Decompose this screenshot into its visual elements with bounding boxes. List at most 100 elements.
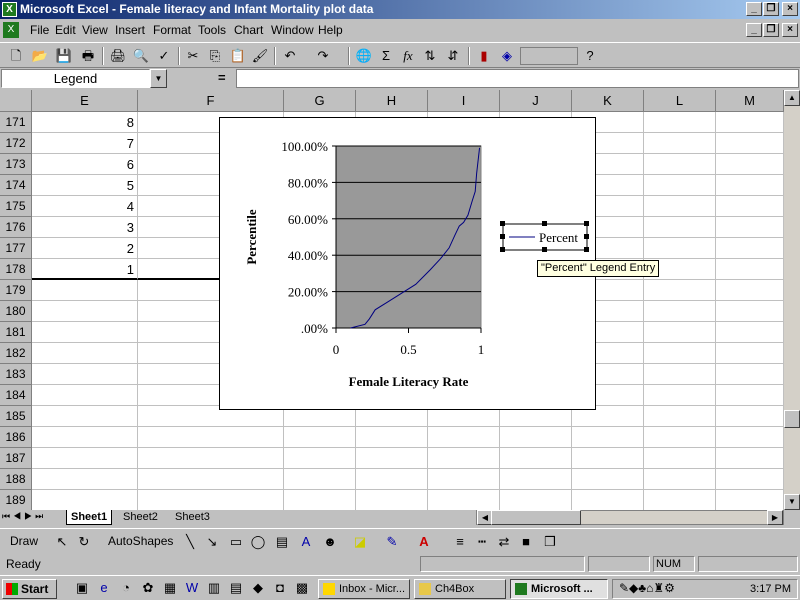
cell[interactable]: 3 [32, 217, 138, 238]
cell[interactable] [32, 343, 138, 364]
row-header[interactable]: 177 [0, 238, 32, 259]
row-header[interactable]: 178 [0, 259, 32, 280]
vertical-scrollbar[interactable]: ▲ ▼ [784, 90, 800, 510]
quicklaunch-app-icon[interactable]: ✿ [142, 580, 154, 595]
sort-descending-icon[interactable]: ⇵ [447, 48, 459, 63]
text-box-icon[interactable]: ▤ [275, 534, 289, 549]
cell[interactable] [500, 427, 572, 448]
cell[interactable] [138, 427, 284, 448]
menu-file[interactable]: File [30, 23, 50, 37]
cell[interactable] [572, 490, 644, 510]
close-button[interactable]: × [782, 2, 798, 16]
cell[interactable] [32, 448, 138, 469]
shadow-icon[interactable]: ■ [522, 534, 530, 549]
cell[interactable] [572, 406, 644, 427]
cell[interactable] [716, 385, 784, 406]
cell[interactable] [356, 406, 428, 427]
open-icon[interactable]: 📂 [31, 48, 49, 63]
tab-scroll-buttons[interactable]: ⏮◀▶⏭ [2, 511, 47, 521]
arrow-style-icon[interactable]: ⇄ [498, 534, 510, 549]
column-header-f[interactable]: F [138, 90, 284, 112]
column-header-g[interactable]: G [284, 90, 356, 112]
copy-icon[interactable]: ⎘ [209, 48, 221, 63]
name-box[interactable]: Legend [1, 69, 150, 88]
cell[interactable] [644, 448, 716, 469]
tab-sheet3[interactable]: Sheet3 [175, 511, 210, 523]
cell[interactable] [428, 469, 500, 490]
cell[interactable]: 6 [32, 154, 138, 175]
cell[interactable] [716, 301, 784, 322]
doc-close-button[interactable]: × [782, 23, 798, 37]
cell[interactable] [428, 448, 500, 469]
doc-minimize-button[interactable]: _ [746, 23, 762, 37]
minimize-button[interactable]: _ [746, 2, 762, 16]
paste-icon[interactable]: 📋 [229, 48, 247, 63]
formula-input[interactable] [236, 69, 799, 88]
3d-icon[interactable]: ❒ [544, 534, 556, 549]
row-header[interactable]: 174 [0, 175, 32, 196]
row-header[interactable]: 181 [0, 322, 32, 343]
hyperlink-icon[interactable]: 🌐 [355, 48, 373, 63]
quicklaunch-desktop-icon[interactable]: ▣ [75, 580, 89, 595]
scroll-up-button[interactable]: ▲ [784, 90, 800, 106]
row-header[interactable]: 176 [0, 217, 32, 238]
cell[interactable] [32, 364, 138, 385]
cell[interactable] [284, 406, 356, 427]
cell[interactable] [572, 469, 644, 490]
cell[interactable] [716, 490, 784, 510]
menu-help[interactable]: Help [318, 23, 343, 37]
row-header[interactable]: 182 [0, 343, 32, 364]
cell[interactable] [572, 133, 644, 154]
h-scroll-thumb[interactable] [491, 510, 581, 525]
column-header-i[interactable]: I [428, 90, 500, 112]
equals-sign[interactable]: = [218, 70, 226, 85]
scroll-right-button[interactable]: ▶ [767, 510, 783, 525]
function-icon[interactable]: fx [403, 48, 413, 63]
cell[interactable] [138, 469, 284, 490]
cell[interactable] [572, 301, 644, 322]
spelling-icon[interactable]: ✓ [158, 48, 170, 63]
autoshapes-menu[interactable]: AutoShapes [108, 534, 174, 548]
cell[interactable] [716, 343, 784, 364]
quicklaunch-ie-icon[interactable]: e [100, 580, 108, 595]
line-color-icon[interactable]: ✎ [386, 534, 398, 549]
menu-chart[interactable]: Chart [234, 23, 264, 37]
cell[interactable] [716, 448, 784, 469]
row-header[interactable]: 171 [0, 112, 32, 133]
row-header[interactable]: 183 [0, 364, 32, 385]
cell[interactable] [32, 385, 138, 406]
cell[interactable] [284, 469, 356, 490]
cell[interactable]: 5 [32, 175, 138, 196]
print-preview-icon[interactable]: 🖶 [81, 48, 95, 63]
cell[interactable] [644, 175, 716, 196]
row-header[interactable]: 187 [0, 448, 32, 469]
cell[interactable] [428, 490, 500, 510]
column-header-e[interactable]: E [32, 90, 138, 112]
column-header-m[interactable]: M [716, 90, 784, 112]
wordart-icon[interactable]: A [301, 534, 311, 549]
clock[interactable]: 3:17 PM [750, 583, 791, 595]
cell[interactable] [716, 175, 784, 196]
cell[interactable] [716, 238, 784, 259]
quicklaunch-app-icon[interactable]: ▥ [207, 580, 221, 595]
cell[interactable] [644, 301, 716, 322]
cell[interactable] [572, 238, 644, 259]
cell[interactable] [572, 196, 644, 217]
cell[interactable]: 4 [32, 196, 138, 217]
row-header[interactable]: 172 [0, 133, 32, 154]
cell[interactable] [32, 280, 138, 301]
cell[interactable] [572, 427, 644, 448]
tab-sheet1[interactable]: Sheet1 [66, 510, 113, 525]
quicklaunch-word-icon[interactable]: W [185, 580, 199, 595]
cell[interactable] [32, 490, 138, 510]
quicklaunch-app-icon[interactable]: ▤ [229, 580, 243, 595]
column-header-l[interactable]: L [644, 90, 716, 112]
cell[interactable] [644, 154, 716, 175]
cell[interactable] [716, 259, 784, 280]
fill-color-icon[interactable]: ◪ [353, 534, 367, 549]
scroll-thumb[interactable] [784, 410, 800, 428]
free-rotate-icon[interactable]: ↻ [78, 534, 90, 549]
undo-icon[interactable]: ↶ [284, 48, 296, 63]
line-style-icon[interactable]: ≡ [456, 534, 464, 549]
quicklaunch-app-icon[interactable]: ▦ [163, 580, 177, 595]
